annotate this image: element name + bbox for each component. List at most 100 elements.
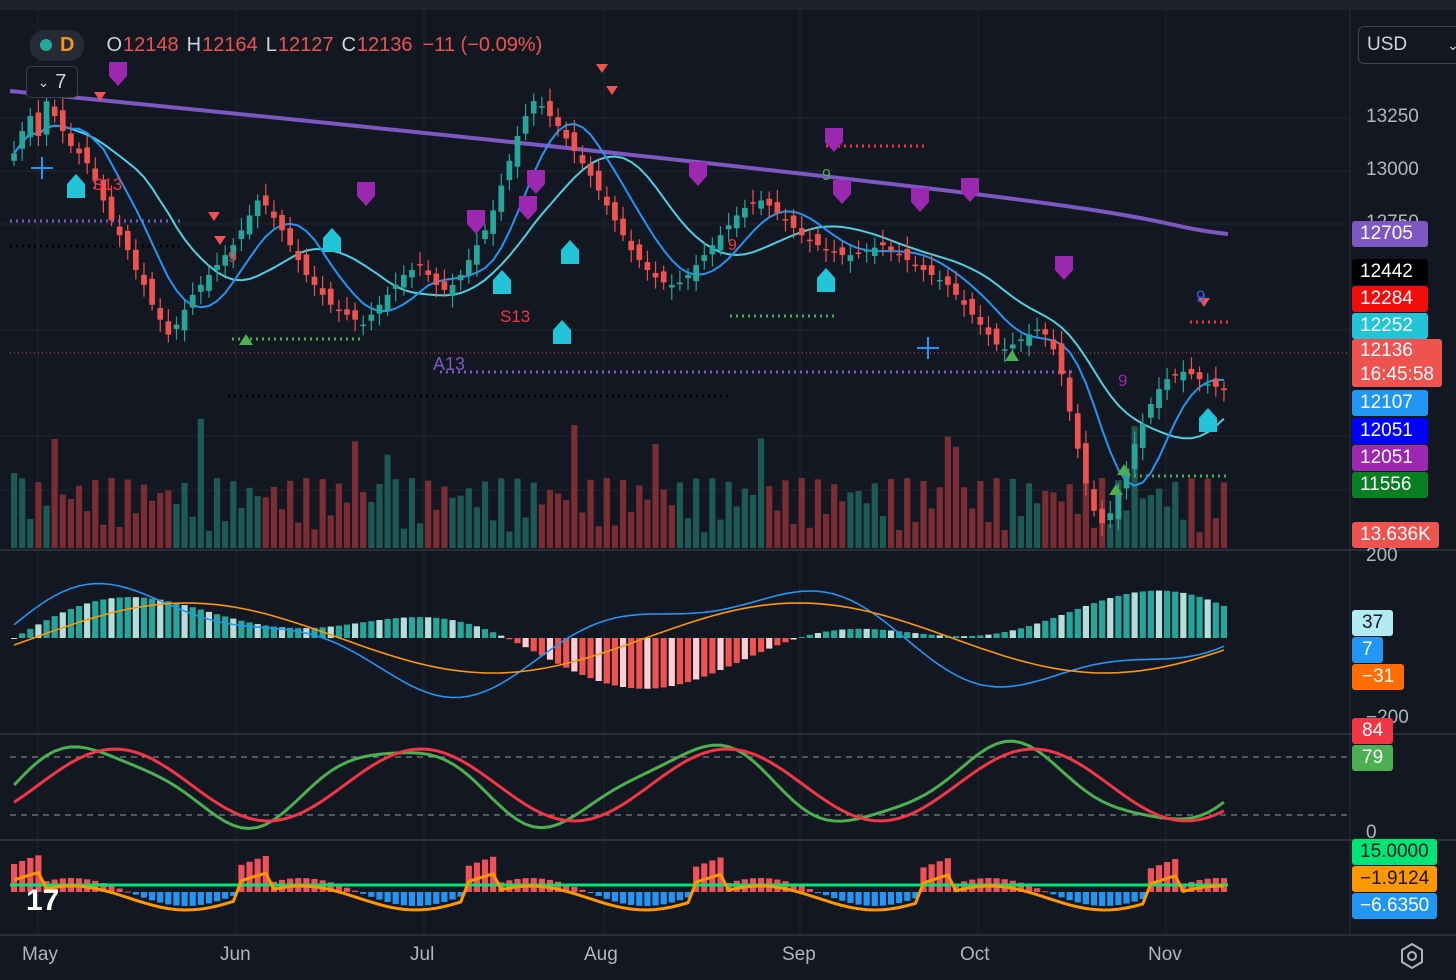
candle-body	[904, 248, 911, 261]
chart-canvas[interactable]: 17 S13 S13 A13 9 9 9 9 9	[0, 10, 1456, 980]
macd-histogram-bar	[92, 601, 99, 638]
osc-histogram-bar	[961, 881, 968, 892]
macd-histogram-bar	[67, 609, 74, 638]
candle-body	[68, 133, 74, 146]
volume-bar	[189, 516, 196, 548]
macd-histogram-bar	[124, 597, 131, 638]
macd-histogram-bar	[498, 635, 505, 638]
osc-histogram-bar	[1131, 892, 1138, 902]
candle-body	[587, 163, 594, 176]
volume-bar	[1066, 484, 1073, 548]
sell-triangle-marker	[606, 86, 618, 95]
sell-setup-marker	[961, 178, 979, 202]
candle-body	[945, 276, 951, 285]
macd-histogram-bar	[473, 626, 480, 638]
osc-histogram-bar	[920, 867, 927, 892]
candle-body	[831, 251, 838, 253]
volume-bar	[100, 524, 107, 548]
volume-bar	[530, 482, 537, 548]
volume-bar	[490, 520, 497, 548]
open-value: 12148	[123, 33, 179, 56]
signal-line	[13, 602, 1225, 674]
sell-setup-marker	[1055, 256, 1073, 280]
osc-histogram-bar	[636, 892, 643, 906]
volume-bar	[392, 479, 399, 548]
volume-bar	[205, 530, 213, 548]
candle-body	[993, 328, 1000, 345]
candle-body	[490, 210, 496, 234]
volume-bar	[425, 480, 432, 548]
osc-histogram-bar	[360, 892, 367, 894]
sell-setup-marker	[519, 196, 537, 220]
macd-histogram-bar	[571, 638, 578, 672]
osc-histogram-bar	[222, 892, 229, 899]
volume-bar	[571, 424, 578, 548]
macd-histogram-bar	[904, 632, 911, 638]
macd-histogram-bar	[1082, 605, 1089, 638]
macd-histogram-bar	[360, 622, 367, 638]
macd-histogram-bar	[173, 603, 180, 638]
macd-histogram-bar	[140, 597, 148, 638]
candle-body	[1131, 443, 1138, 470]
volume-bar	[67, 499, 74, 548]
macd-histogram-bar	[108, 598, 115, 638]
candle-body	[376, 304, 383, 314]
osc-histogram-bar	[928, 864, 935, 892]
month-label: Nov	[1148, 944, 1182, 965]
macd-histogram-bar	[1090, 603, 1098, 638]
top-toolbar-strip	[0, 0, 1456, 10]
macd-histogram-bar	[1204, 599, 1211, 638]
macd-histogram-bar	[1188, 594, 1195, 638]
osc-histogram-bar	[1050, 892, 1057, 895]
osc-histogram-bar	[652, 892, 659, 906]
currency-select[interactable]: USD ⌄	[1358, 26, 1456, 64]
volume-bar	[343, 502, 351, 548]
macd-axis-tick: 200	[1366, 545, 1398, 566]
candle-body	[1123, 468, 1130, 489]
osc-histogram-bar	[814, 892, 822, 893]
macd-tag: 37	[1352, 610, 1394, 636]
osc-histogram-bar	[327, 882, 334, 892]
macd-histogram-bar	[1164, 590, 1171, 638]
stoch-d-line	[13, 747, 1225, 823]
candle-body	[563, 129, 570, 139]
osc-histogram-bar	[555, 881, 562, 892]
candle-body	[108, 196, 115, 221]
sell-setup-marker	[833, 180, 851, 204]
macd-histogram-bar	[766, 638, 773, 649]
candle-body	[766, 198, 773, 206]
osc-histogram-bar	[1058, 892, 1065, 898]
macd-histogram-bar	[790, 638, 797, 640]
price-tag: 11556	[1352, 472, 1428, 498]
osc-histogram-bar	[457, 892, 464, 897]
dotted-levels	[10, 144, 1350, 478]
candle-body	[271, 211, 277, 218]
candle-body	[530, 101, 537, 114]
macd-histogram-bar	[1050, 617, 1057, 638]
candle-body	[336, 309, 342, 312]
osc-histogram-bar	[230, 892, 237, 896]
candle-body	[977, 316, 984, 325]
symbol-status-pill[interactable]: D	[30, 29, 85, 61]
volume-bar	[1188, 478, 1195, 548]
candle-body	[936, 279, 943, 282]
macd-histogram-bar	[441, 618, 448, 638]
macd-histogram-bar	[1147, 590, 1154, 638]
buy-setup-marker	[1199, 408, 1217, 432]
candle-body	[603, 196, 610, 206]
settings-gear-icon[interactable]	[1398, 942, 1426, 970]
candle-body	[652, 273, 659, 278]
osc-histogram-bar	[408, 892, 416, 906]
price-tag: 12107	[1352, 390, 1428, 416]
osc-histogram-bar	[124, 891, 131, 893]
macd-histogram-bar	[213, 614, 221, 638]
macd-histogram-bar	[782, 638, 789, 643]
price-tag: 12705	[1352, 221, 1428, 247]
volume-bar	[904, 478, 911, 548]
macd-histogram-bar	[725, 638, 732, 667]
indicators-toggle-button[interactable]: ⌄ 7	[26, 66, 78, 98]
volume-bar	[465, 488, 472, 548]
candle-body	[782, 219, 789, 221]
candle-body	[344, 309, 350, 315]
volume-bar	[847, 492, 854, 548]
